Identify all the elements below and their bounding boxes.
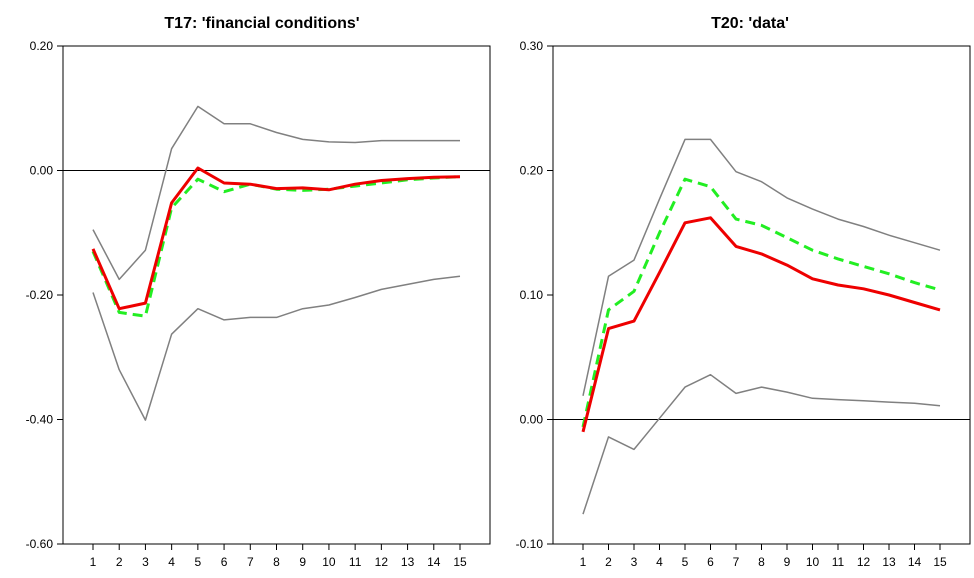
y-tick-label: 0.20 xyxy=(30,39,54,53)
y-tick-label: -0.20 xyxy=(26,288,54,302)
x-tick-label: 7 xyxy=(733,555,740,569)
chart-title: T20: 'data' xyxy=(711,15,789,32)
plot-frame xyxy=(552,45,971,545)
x-tick-label: 2 xyxy=(116,555,123,569)
series-line-lower xyxy=(582,373,941,515)
x-tick-label: 6 xyxy=(221,555,228,569)
x-tick-label: 8 xyxy=(273,555,280,569)
x-tick-label: 11 xyxy=(349,555,362,569)
x-tick-label: 15 xyxy=(453,555,467,569)
series-line-median xyxy=(581,216,941,433)
x-tick-label: 1 xyxy=(580,555,587,569)
y-tick-label: 0.00 xyxy=(520,413,544,427)
x-tick-label: 5 xyxy=(682,555,689,569)
x-tick-label: 10 xyxy=(322,555,336,569)
series-line-median xyxy=(91,166,461,311)
y-tick-label: -0.10 xyxy=(516,537,544,551)
series-line-lower xyxy=(92,275,461,421)
series-line-upper xyxy=(92,105,460,281)
x-tick-label: 1 xyxy=(90,555,97,569)
series-line-upper xyxy=(582,138,941,396)
x-tick-label: 3 xyxy=(631,555,638,569)
y-tick-label: 0.20 xyxy=(520,164,544,178)
x-tick-label: 9 xyxy=(299,555,306,569)
series-line-dashed xyxy=(581,177,941,428)
x-tick-label: 10 xyxy=(806,555,820,569)
x-tick-label: 9 xyxy=(784,555,791,569)
x-tick-label: 5 xyxy=(195,555,202,569)
x-tick-label: 13 xyxy=(882,555,896,569)
y-tick-label: -0.40 xyxy=(26,413,54,427)
x-tick-label: 15 xyxy=(933,555,947,569)
x-tick-label: 14 xyxy=(908,555,922,569)
x-tick-label: 3 xyxy=(142,555,149,569)
chart-panel-1: T17: 'financial conditions' 0.20 0.00 -0.20… xyxy=(26,15,491,569)
x-tick-label: 4 xyxy=(168,555,175,569)
x-tick-label: 4 xyxy=(656,555,663,569)
x-tick-label: 6 xyxy=(707,555,714,569)
x-tick-label: 8 xyxy=(758,555,765,569)
y-tick-label: 0.30 xyxy=(520,39,544,53)
x-tick-label: 2 xyxy=(605,555,612,569)
chart-title: T17: 'financial conditions' xyxy=(164,15,359,32)
y-tick-label: 0.00 xyxy=(30,164,54,178)
x-tick-label: 13 xyxy=(401,555,415,569)
y-tick-label: -0.60 xyxy=(26,537,54,551)
y-tick-label: 0.10 xyxy=(520,288,544,302)
x-tick-label: 12 xyxy=(857,555,871,569)
plot-frame xyxy=(62,45,491,545)
x-tick-label: 14 xyxy=(427,555,441,569)
x-tick-label: 7 xyxy=(247,555,254,569)
x-tick-label: 11 xyxy=(832,555,845,569)
chart-panel-2: T20: 'data'0.300.200.100.00-0.101 2 3 4 5 6 7 8… xyxy=(516,15,971,569)
x-tick-label: 12 xyxy=(375,555,389,569)
